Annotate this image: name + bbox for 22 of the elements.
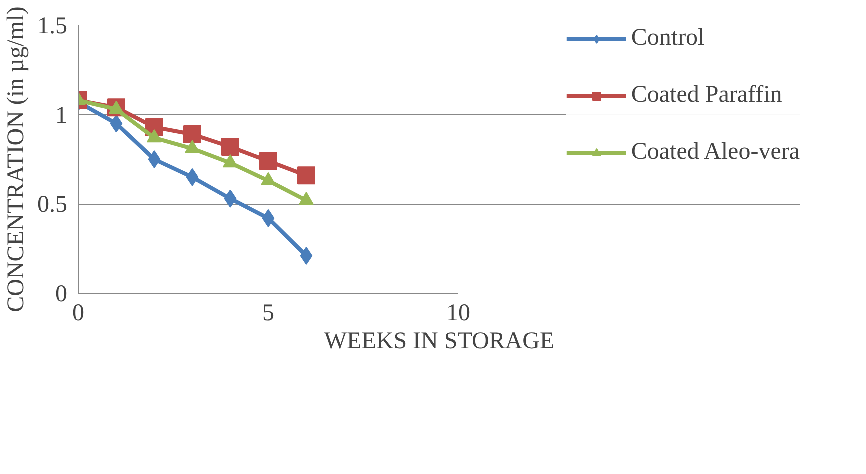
x-tick-label: 0 <box>72 300 84 326</box>
legend-label: Control <box>631 25 705 52</box>
point <box>222 138 240 156</box>
point <box>260 152 278 170</box>
y-tick-label: 1 <box>56 102 68 129</box>
point <box>110 114 123 133</box>
x-tick-label: 10 <box>446 300 470 326</box>
y-tick-label: 0 <box>56 282 68 308</box>
point <box>184 125 202 144</box>
y-tick-label: 1.5 <box>38 14 68 40</box>
legend-label: Coated Paraffin <box>631 82 782 109</box>
point <box>186 168 199 186</box>
y-tick-label: 0.5 <box>38 192 68 218</box>
point <box>300 246 313 265</box>
point <box>262 209 275 228</box>
point <box>298 166 316 185</box>
legend-label: Coated Aleo-vera <box>631 139 800 166</box>
x-tick-label: 5 <box>262 300 274 326</box>
point <box>224 190 237 208</box>
point <box>148 150 161 168</box>
y-axis-title: CONCENTRATION (in µg/ml) <box>4 6 30 312</box>
x-axis-title: WEEKS IN STORAGE <box>324 328 555 354</box>
